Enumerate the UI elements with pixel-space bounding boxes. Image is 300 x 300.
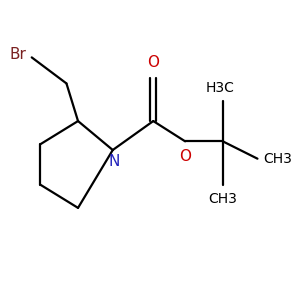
Text: CH3: CH3 xyxy=(208,192,237,206)
Text: O: O xyxy=(147,56,159,70)
Text: H3C: H3C xyxy=(206,81,234,95)
Text: Br: Br xyxy=(9,47,26,62)
Text: N: N xyxy=(109,154,120,169)
Text: CH3: CH3 xyxy=(263,152,292,166)
Text: O: O xyxy=(179,148,191,164)
